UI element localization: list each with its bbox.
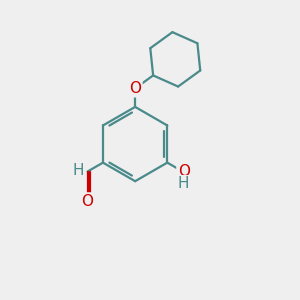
Text: O: O — [178, 164, 190, 179]
Text: H: H — [72, 163, 84, 178]
Text: O: O — [129, 81, 141, 96]
Text: O: O — [82, 194, 94, 209]
Text: H: H — [178, 176, 190, 191]
